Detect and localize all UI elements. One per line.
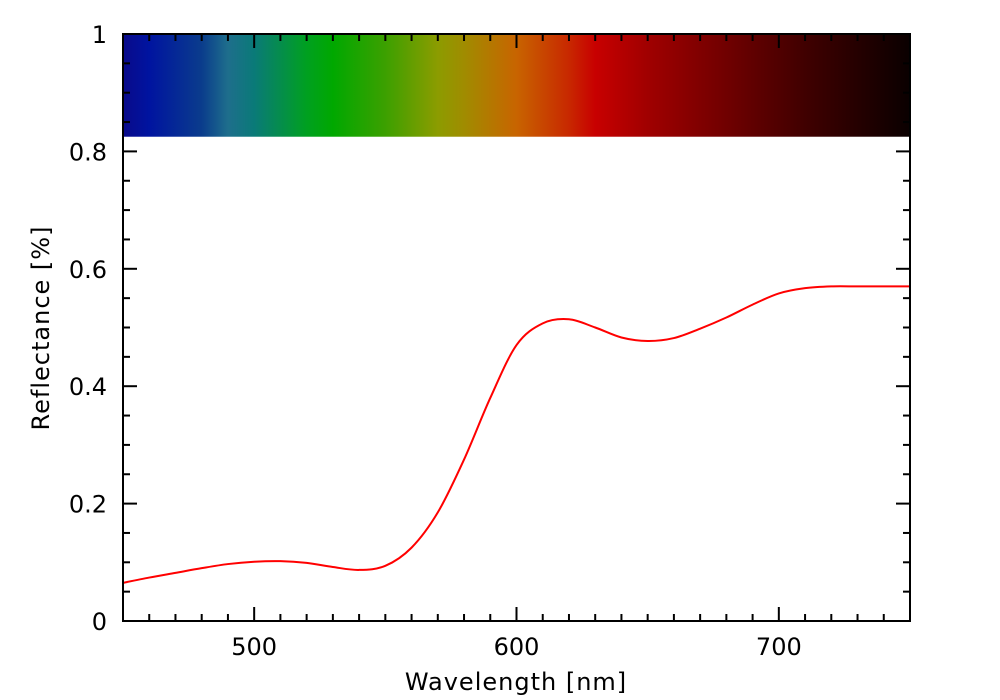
x-tick-label: 500 (231, 633, 277, 661)
tick-labels: 500 600 700 0 0.2 0.4 0.6 0.8 1 (69, 21, 802, 661)
x-tick-label: 600 (494, 633, 540, 661)
reflectance-series-line (122, 285, 910, 584)
y-tick-label: 0 (92, 608, 107, 636)
y-tick-label: 1 (92, 21, 107, 49)
x-axis-label: Wavelength [nm] (405, 668, 627, 696)
x-tick-label: 700 (756, 633, 802, 661)
plot-frame (122, 33, 911, 622)
y-tick-label: 0.8 (69, 138, 107, 166)
y-axis-label: Reflectance [%] (27, 226, 55, 431)
y-tick-label: 0.4 (69, 373, 107, 401)
spectrum-color-band (123, 34, 910, 137)
y-tick-label: 0.2 (69, 491, 107, 519)
y-tick-label: 0.6 (69, 256, 107, 284)
